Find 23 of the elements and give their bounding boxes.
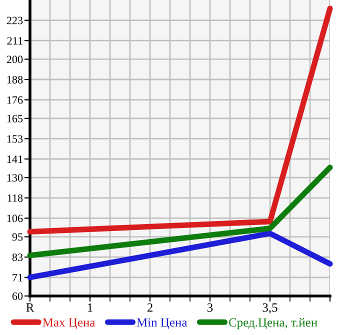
y-tick-label: 223 <box>6 16 23 24</box>
y-tick-label: 95 <box>12 233 23 241</box>
y-tick-label: 153 <box>7 135 23 143</box>
legend-label: Сред.Цена, т.йен <box>229 318 318 330</box>
y-tick-label: 118 <box>8 194 23 202</box>
x-tick-label: R <box>26 303 34 312</box>
x-tick-label: 3,5 <box>262 303 278 314</box>
y-tick-label: 211 <box>7 37 22 44</box>
y-tick-label: 188 <box>7 76 23 84</box>
x-tick-label: 1 <box>88 303 92 312</box>
x-tick-label: 3 <box>207 303 213 312</box>
y-tick-label: 106 <box>7 214 23 222</box>
y-tick-label: 60 <box>12 292 23 300</box>
y-tick-label: 71 <box>12 274 22 282</box>
y-tick-label: 83 <box>12 254 23 262</box>
x-tick-label: 2 <box>147 303 152 312</box>
y-tick-label: 130 <box>7 174 23 182</box>
y-tick-label: 176 <box>7 96 23 104</box>
legend-label: Min Цена <box>136 318 188 330</box>
y-tick-label: 141 <box>7 156 22 163</box>
legend-label: Max Цена <box>42 318 96 330</box>
y-tick-label: 165 <box>7 114 23 122</box>
y-tick-label: 200 <box>6 56 23 64</box>
